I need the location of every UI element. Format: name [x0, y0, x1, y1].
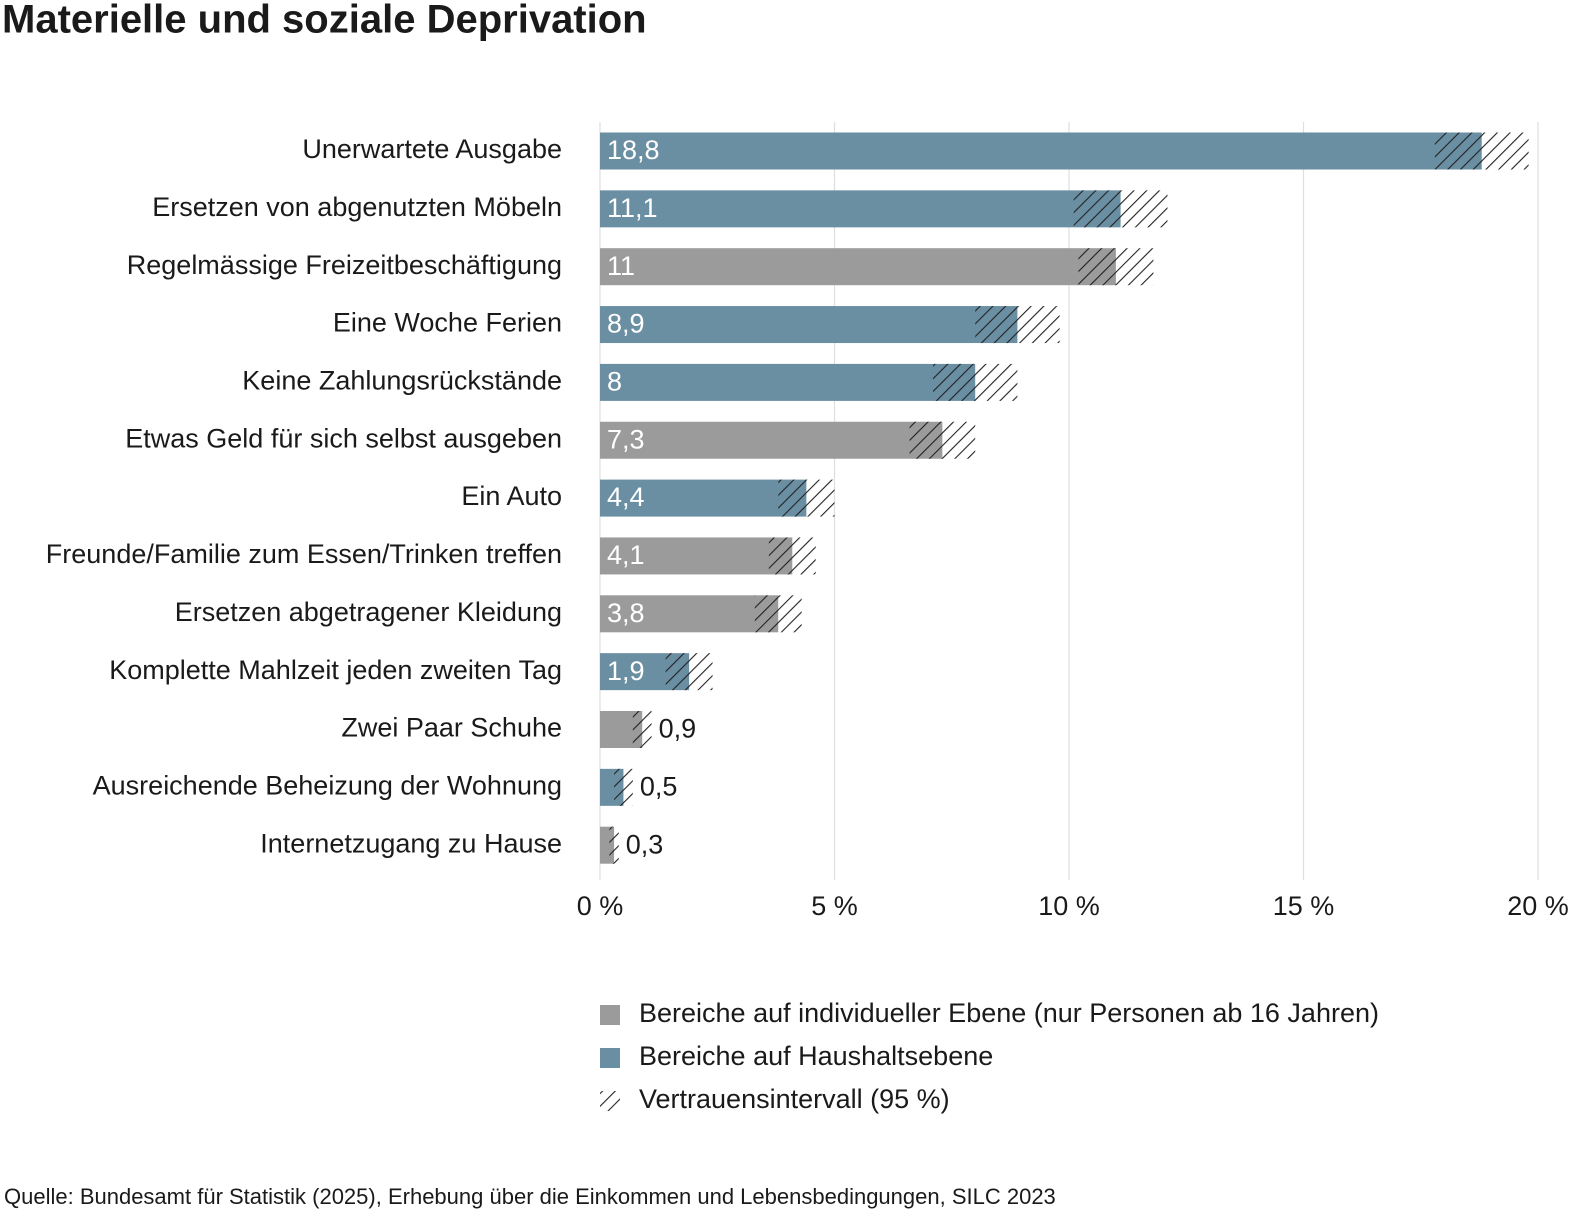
value-label: 0,3 — [626, 829, 664, 859]
y-tick-label: Zwei Paar Schuhe — [341, 713, 562, 743]
y-tick-label: Ersetzen abgetragener Kleidung — [175, 597, 562, 627]
confidence-interval — [665, 653, 713, 691]
confidence-interval — [975, 306, 1060, 344]
x-tick-label: 5 % — [811, 891, 858, 921]
y-tick-label: Ein Auto — [461, 481, 562, 511]
value-label: 7,3 — [607, 424, 645, 454]
bar — [600, 479, 807, 517]
confidence-interval — [754, 595, 802, 633]
legend-label: Vertrauensintervall (95 %) — [639, 1084, 950, 1114]
confidence-interval — [614, 768, 633, 806]
bar — [600, 595, 779, 633]
x-tick-label: 20 % — [1507, 891, 1569, 921]
y-tick-label: Unerwartete Ausgabe — [302, 134, 562, 164]
legend-swatch — [600, 1048, 620, 1068]
legend-swatch — [600, 1005, 620, 1025]
value-label: 4,4 — [607, 482, 645, 512]
value-label: 18,8 — [607, 135, 660, 165]
y-tick-label: Freunde/Familie zum Essen/Trinken treffe… — [46, 539, 562, 569]
confidence-interval — [632, 711, 652, 748]
value-label: 3,8 — [607, 598, 645, 628]
confidence-interval — [778, 479, 835, 517]
chart-title: Materielle und soziale Deprivation — [2, 0, 647, 42]
legend-label: Bereiche auf Haushaltsebene — [639, 1041, 993, 1071]
bar — [600, 363, 976, 401]
value-label: 8 — [607, 367, 622, 397]
value-label: 0,5 — [640, 771, 678, 801]
y-tick-label: Komplette Mahlzeit jeden zweiten Tag — [109, 655, 562, 685]
y-tick-label: Ersetzen von abgenutzten Möbeln — [152, 192, 562, 222]
confidence-interval — [909, 421, 976, 459]
bar — [600, 190, 1121, 228]
confidence-interval — [1073, 190, 1168, 228]
value-label: 4,1 — [607, 540, 645, 570]
confidence-interval — [932, 363, 1018, 401]
y-tick-label: Ausreichende Beheizung der Wohnung — [93, 770, 562, 800]
source: Quelle: Bundesamt für Statistik (2025), … — [4, 1184, 1056, 1209]
y-tick-label: Internetzugang zu Hause — [260, 828, 562, 858]
x-tick-label: 15 % — [1273, 891, 1335, 921]
confidence-interval — [609, 826, 619, 864]
value-label: 11,1 — [607, 193, 658, 223]
value-label: 0,9 — [659, 714, 697, 744]
value-label: 11 — [607, 251, 635, 281]
x-tick-label: 10 % — [1038, 891, 1100, 921]
bar — [600, 537, 793, 575]
confidence-interval — [1434, 132, 1529, 170]
y-tick-label: Keine Zahlungsrückstände — [242, 366, 562, 396]
y-tick-label: Eine Woche Ferien — [333, 308, 562, 338]
value-label: 1,9 — [607, 656, 645, 686]
legend-swatch — [600, 1091, 620, 1111]
bar — [600, 132, 1482, 170]
legend-label: Bereiche auf individueller Ebene (nur Pe… — [639, 998, 1379, 1028]
bar — [600, 248, 1116, 286]
bar — [600, 421, 943, 459]
value-label: 8,9 — [607, 309, 645, 339]
bar — [600, 306, 1018, 344]
confidence-interval — [768, 537, 816, 575]
x-tick-label: 0 % — [577, 891, 624, 921]
confidence-interval — [1078, 248, 1154, 286]
y-tick-label: Etwas Geld für sich selbst ausgeben — [125, 423, 562, 453]
y-tick-label: Regelmässige Freizeitbeschäftigung — [127, 250, 562, 280]
